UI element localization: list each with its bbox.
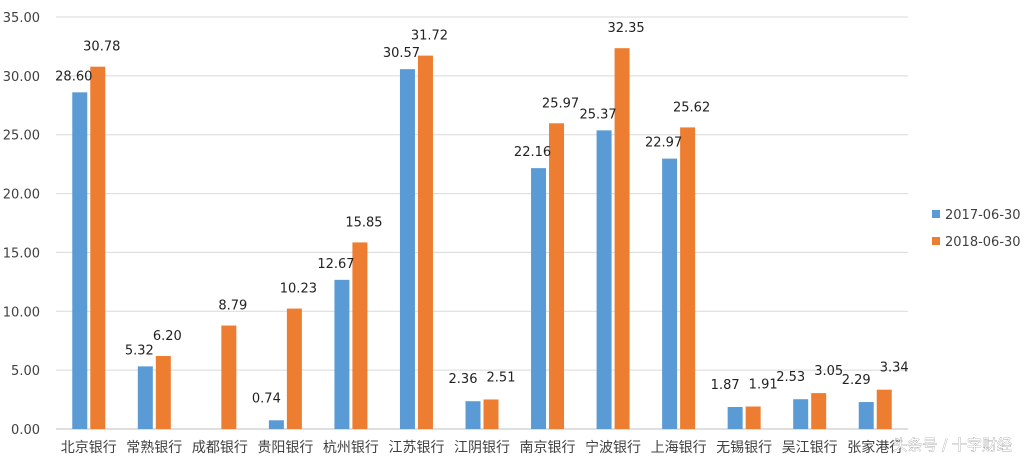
bar-series-1 [465,401,481,429]
bar-series-1 [137,366,153,429]
category-label: 张家港行 [847,439,903,456]
bar-series-1 [72,92,88,429]
x-axis-labels: 北京银行 常熟银行 成都银行 贵阳银行 杭州银行 江苏银行 江阴银行 南京银行 宁波银行 上海银行… [61,439,903,456]
legend-label: 2018-06-30 [945,235,1021,250]
y-tick-label: 30.00 [3,70,40,85]
data-label: 2.53 [776,370,805,385]
data-label: 12.67 [317,257,354,272]
bar-series-2 [745,406,761,429]
bar-series-2 [549,123,565,430]
bars [72,48,892,430]
bar-series-1 [858,402,874,429]
data-label: 3.34 [880,361,909,376]
legend-swatch [932,237,940,245]
bar-series-1 [334,279,350,429]
data-label: 25.97 [542,96,579,111]
category-label: 北京银行 [61,440,117,456]
bar-series-2 [90,66,106,430]
category-label: 无锡银行 [716,440,772,456]
data-label: 25.62 [673,100,710,115]
y-axis: 0.00 5.00 10.00 15.00 20.00 25.00 30.00 35.00 [3,11,40,438]
category-label: 江阴银行 [454,440,510,456]
data-label: 31.72 [411,29,448,44]
data-label: 5.32 [125,343,154,358]
data-label: 1.87 [711,378,740,393]
bar-series-2 [286,308,302,429]
data-label: 8.79 [218,299,247,314]
data-label: 22.16 [514,145,551,160]
category-label: 常熟银行 [126,440,182,456]
data-label: 1.91 [749,378,778,393]
bar-series-2 [417,55,433,429]
legend-label: 2017-06-30 [945,208,1021,223]
data-label: 2.51 [487,370,516,385]
bar-series-1 [727,406,743,429]
bar-series-2 [811,393,827,429]
data-label: 0.74 [252,391,281,406]
y-tick-label: 0.00 [11,423,40,438]
watermark-text: 头条号 / 十字财经 [892,436,1012,454]
data-label: 3.05 [814,364,843,379]
y-tick-label: 10.00 [3,305,40,320]
bar-series-1 [662,158,678,429]
y-tick-label: 35.00 [3,11,40,26]
data-label: 30.57 [383,46,420,61]
bar-series-2 [876,389,892,429]
bar-series-2 [680,127,696,429]
bar-series-2 [352,242,368,429]
data-label: 10.23 [280,282,317,297]
category-label: 江苏银行 [388,440,444,456]
bar-series-2 [614,48,630,430]
data-label: 28.60 [55,69,92,84]
bar-series-1 [531,168,547,429]
y-tick-label: 5.00 [11,364,40,379]
bar-series-2 [483,399,499,429]
data-label: 22.97 [645,136,682,151]
category-label: 杭州银行 [323,440,379,456]
data-label: 6.20 [153,329,182,344]
y-tick-label: 20.00 [3,188,40,203]
bar-series-1 [793,399,809,429]
bar-series-2 [155,356,171,429]
data-label: 2.36 [449,372,478,387]
category-label: 成都银行 [192,440,248,456]
y-tick-label: 15.00 [3,246,40,261]
data-label: 32.35 [607,21,644,36]
bar-series-1 [596,130,612,429]
legend-swatch [932,210,940,218]
data-label: 30.78 [83,40,120,55]
y-tick-label: 25.00 [3,129,40,144]
category-label: 南京银行 [520,440,576,456]
category-label: 宁波银行 [585,439,641,456]
gridlines [56,16,908,430]
legend: 2017-06-30 2018-06-30 [932,208,1021,250]
category-label: 上海银行 [651,440,707,456]
data-label: 2.29 [842,373,871,388]
bar-series-1 [268,420,284,429]
data-label: 15.85 [345,215,382,230]
category-label: 吴江银行 [782,440,838,456]
bar-series-2 [221,325,237,429]
category-label: 贵阳银行 [257,440,313,456]
bar-series-1 [399,69,415,429]
data-label: 25.37 [579,107,616,122]
